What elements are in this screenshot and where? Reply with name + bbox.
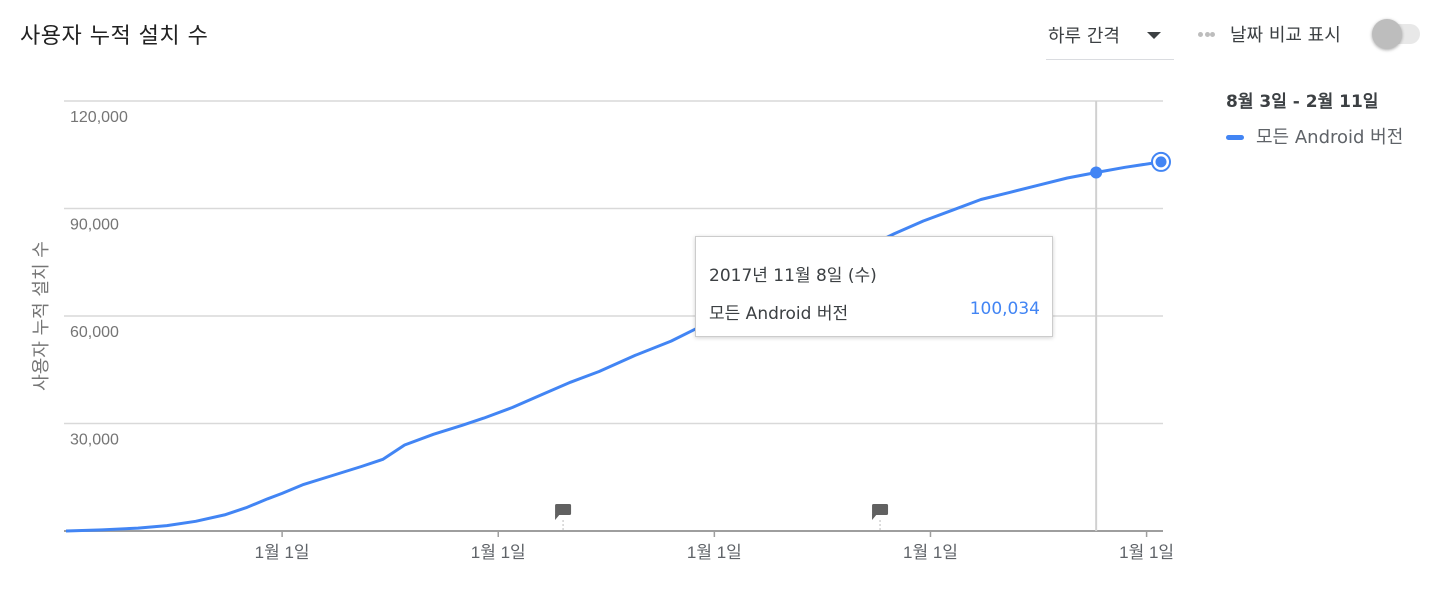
y-tick-label: 30,000 — [70, 432, 119, 449]
annotation-layer — [555, 504, 889, 531]
toggle-knob — [1372, 19, 1402, 49]
x-tick-label: 1월 1일 — [471, 543, 526, 562]
caret-down-icon — [1147, 32, 1161, 39]
date-compare-control: 날짜 비교 표시 — [1196, 12, 1426, 56]
interval-dropdown[interactable]: 하루 간격 — [1046, 12, 1174, 60]
date-compare-label: 날짜 비교 표시 — [1230, 25, 1341, 46]
flag-body — [872, 504, 889, 515]
x-tick-label: 1월 1일 — [903, 543, 958, 562]
legend-date-range-text: 8월 3일 - 2월 11일 — [1226, 92, 1379, 112]
legend-date-range: 8월 3일 - 2월 11일 — [1226, 87, 1378, 112]
x-tick-label: 1월 1일 — [1119, 543, 1174, 562]
line-chart: 1월 1일 1월 1일 1월 1일 1월 1일 1월 1일 30,000 60,000 90… — [31, 100, 1174, 562]
y-axis-ticks: 30,000 60,000 90,000 120,000 — [70, 109, 128, 449]
y-axis-title: 사용자 누적 설치 수 — [31, 241, 52, 391]
flag-body — [555, 504, 572, 515]
series-line — [65, 160, 1162, 533]
interval-dropdown-label: 하루 간격 — [1048, 26, 1120, 47]
dots-icon — [1198, 30, 1218, 38]
legend-swatch — [1226, 135, 1244, 140]
x-tick-label: 1월 1일 — [687, 543, 742, 562]
comment-flag-icon — [555, 504, 572, 531]
date-compare-toggle[interactable] — [1372, 19, 1420, 49]
y-tick-label: 90,000 — [70, 217, 119, 234]
tooltip-series: 모든 Android 버전 — [709, 304, 849, 324]
legend-series-name[interactable]: 모든 Android 버전 — [1256, 127, 1404, 148]
y-tick-label: 60,000 — [70, 324, 119, 341]
tooltip-date: 2017년 11월 8일 (수) — [709, 266, 877, 286]
tooltip: 2017년 11월 8일 (수) 모든 Android 버전 100,034 — [695, 236, 1053, 337]
flag-tail — [872, 514, 878, 520]
tooltip-value: 100,034 — [969, 299, 1040, 319]
last-point — [1155, 156, 1167, 168]
page-title: 사용자 누적 설치 수 — [20, 24, 209, 49]
y-tick-label: 120,000 — [70, 109, 128, 126]
hover-point — [1090, 166, 1103, 179]
x-tick-label: 1월 1일 — [255, 543, 310, 562]
grid-layer — [64, 100, 1163, 532]
comment-flag-icon — [872, 504, 889, 531]
flag-tail — [555, 514, 561, 520]
x-axis-ticks: 1월 1일 1월 1일 1월 1일 1월 1일 1월 1일 — [255, 531, 1174, 562]
